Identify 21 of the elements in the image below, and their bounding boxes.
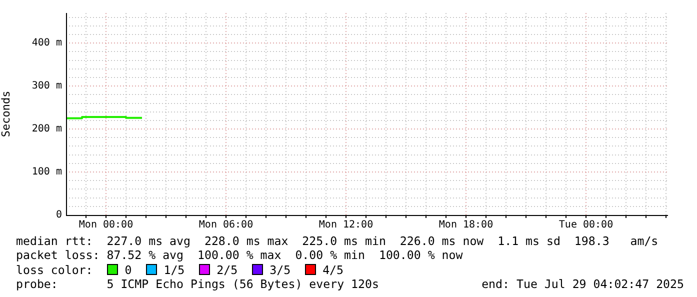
- text: end: Tue Jul 29 04:02:47 2025: [482, 276, 684, 292]
- legend-label: 2/5: [216, 262, 238, 277]
- text: packet loss: 87.52 % avg 100.00 % max 0.00 % min 100.00 % now: [16, 248, 464, 263]
- x-tick-label: Mon 12:00: [318, 220, 374, 231]
- x-tick-label: Mon 18:00: [438, 220, 494, 231]
- legend-title: loss color:: [16, 262, 94, 277]
- y-tick-label: 400 m: [32, 38, 62, 49]
- text: probe: 5 ICMP Echo Pings (56 Bytes) every 120s: [16, 276, 379, 292]
- legend-label: 0: [124, 262, 132, 277]
- legend-label: 3/5: [270, 262, 291, 277]
- y-tick-label: 0: [56, 210, 62, 221]
- y-axis-title: Seconds: [0, 90, 12, 138]
- y-tick-label: 200 m: [32, 124, 62, 135]
- legend-label: 1/5: [164, 262, 185, 277]
- x-tick-label: Tue 00:00: [558, 220, 614, 231]
- x-tick-label: Mon 00:00: [78, 220, 134, 231]
- legend-label: 4/5: [322, 262, 344, 277]
- y-tick-label: 100 m: [32, 166, 62, 178]
- x-tick-label: Mon 06:00: [198, 220, 254, 231]
- y-tick-label: 300 m: [32, 80, 62, 92]
- text: median rtt: 227.0 ms avg 228.0 ms max 225.0 ms min 226.0 ms now 1.1 ms sd 198.3 am/s: [16, 234, 660, 248]
